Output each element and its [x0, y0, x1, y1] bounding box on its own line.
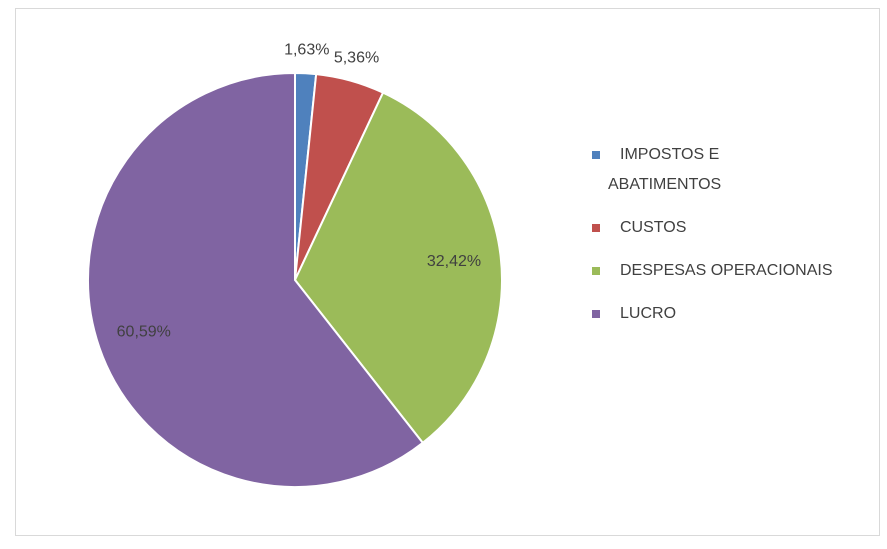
legend-label: CUSTOS [620, 219, 686, 236]
legend-marker [592, 151, 600, 159]
data-label: 60,59% [117, 323, 171, 340]
legend-marker [592, 267, 600, 275]
data-label: 32,42% [427, 253, 481, 270]
data-label: 5,36% [334, 50, 379, 67]
pie-slice [293, 91, 503, 445]
legend-marker [592, 310, 600, 318]
legend-marker [592, 224, 600, 232]
legend-label-line: ABATIMENTOS [608, 176, 721, 193]
legend-label: LUCRO [620, 305, 676, 322]
legend-label: DESPESAS OPERACIONAIS [620, 262, 833, 279]
legend-label: IMPOSTOS E ABATIMENTOS [608, 146, 724, 193]
data-label: 1,63% [284, 42, 329, 59]
pie-slice [87, 71, 425, 488]
legend-label-line: IMPOSTOS E [620, 146, 724, 163]
